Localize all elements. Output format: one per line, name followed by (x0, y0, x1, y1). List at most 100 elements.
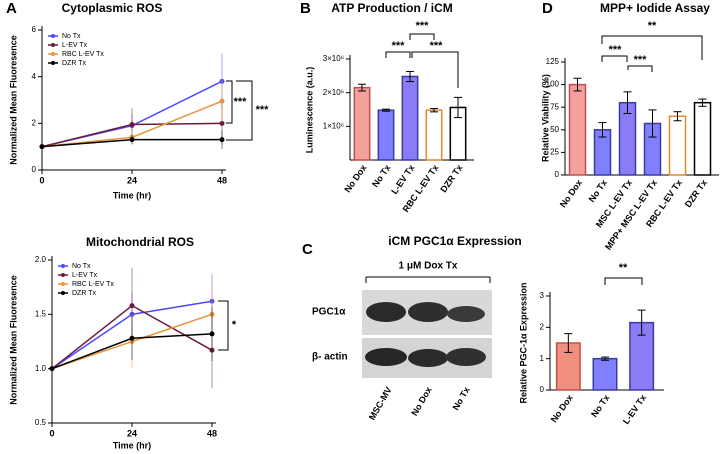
treatment-label: 1 μM Dox Tx (399, 261, 458, 272)
x-tick-label: L-EV Tx (621, 393, 648, 426)
bar (568, 83, 587, 176)
chart-title: Cytoplasmic ROS (62, 1, 163, 15)
x-tick-label: No Tx (587, 178, 610, 204)
point (49, 366, 55, 372)
point (209, 331, 215, 337)
significance-bracket (604, 277, 643, 285)
significance-bracket (218, 300, 229, 351)
significance-bracket (627, 65, 653, 72)
bar (425, 109, 443, 161)
lane-label: MSC-MV (367, 385, 394, 422)
point (129, 303, 135, 309)
y-axis-label: Relative Viability (%) (540, 74, 550, 162)
lane-label: No Tx (451, 385, 472, 412)
point (219, 120, 225, 126)
panel-label: B (300, 0, 311, 17)
y-tick-label: 75 (550, 102, 559, 111)
band (366, 302, 406, 322)
legend-label: DZR Tx (62, 60, 86, 67)
y-tick-label: 0 (32, 165, 37, 174)
legend-label: RBC L-EV Tx (72, 281, 114, 288)
y-axis-label: Normalized Mean Fluoresence (8, 275, 18, 405)
bar (353, 86, 371, 161)
x-tick-label: 24 (127, 428, 137, 438)
point (39, 144, 45, 150)
x-tick-label: No Dox (558, 178, 584, 210)
legend-marker (61, 273, 65, 277)
band (365, 348, 407, 366)
x-tick-label: No Tx (589, 393, 612, 419)
chart-title: Mitochondrial ROS (86, 235, 194, 249)
x-tick-label: No Tx (370, 163, 393, 189)
band (447, 306, 485, 322)
y-tick-label: 1.0 (35, 364, 47, 373)
legend-marker (61, 282, 65, 286)
x-tick-label: 0 (39, 175, 44, 185)
y-tick-label: 0 (540, 385, 545, 394)
y-tick-label: 1×10⁶ (323, 121, 344, 130)
x-tick-label: 0 (49, 428, 54, 438)
legend-marker (51, 61, 55, 65)
significance-bracket (226, 80, 253, 141)
x-tick-label: 48 (207, 428, 217, 438)
significance-label: *** (256, 104, 270, 116)
panel-label: C (302, 241, 313, 258)
legend-marker (61, 264, 65, 268)
y-tick-label: 2.0 (35, 255, 47, 264)
y-tick-label: 100 (546, 80, 560, 89)
bar (377, 109, 395, 161)
x-axis-label: Time (hr) (113, 440, 151, 450)
y-axis-label: Relative PGC-1α Expression (518, 282, 528, 403)
significance-bracket (385, 51, 411, 58)
x-tick-label: DZR Tx (683, 178, 709, 210)
legend-label: DZR Tx (72, 290, 96, 297)
y-tick-label: 1.5 (35, 309, 47, 318)
band (446, 348, 486, 366)
significance-bracket (601, 55, 628, 62)
chart-title: ATP Production / iCM (331, 1, 453, 15)
significance-label: *** (416, 20, 430, 32)
y-tick-label: 4 (32, 72, 37, 81)
panel-label: D (542, 0, 553, 17)
legend-marker (61, 291, 65, 295)
y-tick-label: 2 (32, 118, 37, 127)
point (219, 98, 225, 104)
x-tick-label: 24 (127, 175, 137, 185)
x-tick-label: DZR Tx (438, 163, 464, 195)
significance-label: *** (634, 54, 648, 66)
y-tick-label: 25 (550, 148, 559, 157)
significance-label: ** (619, 262, 628, 274)
legend-label: L-EV Tx (62, 42, 88, 49)
significance-label: * (232, 319, 237, 331)
legend-marker (51, 34, 55, 38)
x-tick-label: 48 (217, 175, 227, 185)
significance-label: *** (392, 40, 406, 52)
y-tick-label: 2×10⁶ (323, 88, 344, 97)
significance-label: *** (234, 96, 248, 108)
y-tick-label: 1 (540, 354, 545, 363)
x-axis-label: Time (hr) (113, 190, 151, 200)
y-tick-label: 3 (540, 291, 545, 300)
y-tick-label: 50 (550, 125, 559, 134)
y-tick-label: 3×10⁶ (323, 54, 344, 63)
y-tick-label: 125 (546, 57, 560, 66)
bar (401, 75, 419, 161)
x-tick-label: No Dox (342, 163, 368, 195)
significance-bracket (226, 80, 233, 124)
y-tick-label: 0.5 (35, 418, 47, 427)
point (129, 122, 135, 127)
x-tick-label: No Dox (549, 393, 575, 425)
point (129, 335, 135, 341)
bar (693, 101, 712, 176)
significance-label: *** (430, 40, 444, 52)
y-tick-label: 2 (540, 322, 545, 331)
bar (592, 357, 618, 391)
y-tick-label: 6 (32, 25, 37, 34)
significance-label: *** (609, 44, 623, 56)
significance-bracket (411, 51, 459, 88)
western-blot: C 1 μM Dox Tx PGC1α β- actin MSC-MV No D… (302, 241, 492, 422)
row-label: PGC1α (312, 307, 346, 318)
legend-label: No Tx (72, 263, 91, 270)
point (129, 137, 135, 143)
